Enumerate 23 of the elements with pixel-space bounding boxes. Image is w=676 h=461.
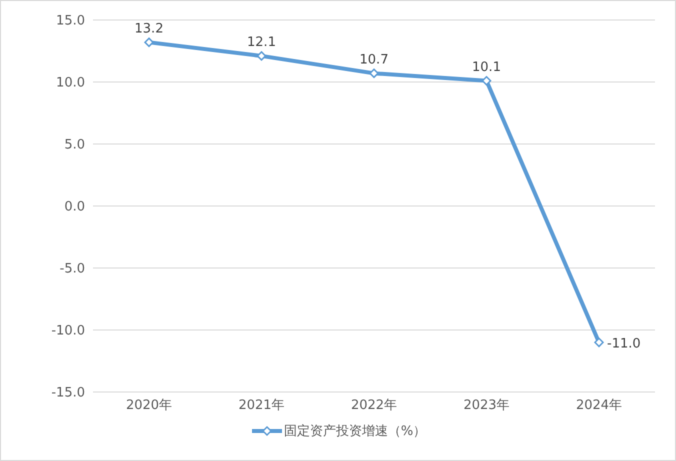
point bbox=[256, 51, 266, 61]
data-label: 12.1 bbox=[247, 34, 276, 50]
y-tick-label: -10.0 bbox=[51, 324, 85, 339]
point bbox=[144, 38, 154, 48]
x-tick-label: 2022年 bbox=[350, 398, 398, 414]
y-tick-label: 0.0 bbox=[64, 200, 85, 215]
y-tick-label: 15.0 bbox=[56, 14, 85, 29]
x-tick-label: 2021年 bbox=[238, 398, 285, 414]
data-label: 10.7 bbox=[360, 52, 388, 68]
y-tick-label: 5.0 bbox=[64, 138, 85, 153]
x-tick-label: 2024年 bbox=[576, 398, 622, 414]
x-tick-label: 2023年 bbox=[463, 398, 510, 414]
y-tick-label: -15.0 bbox=[51, 386, 85, 401]
point bbox=[482, 76, 492, 86]
y-tick-label: 10.0 bbox=[56, 76, 85, 91]
y-tick-label: -5.0 bbox=[60, 262, 85, 277]
point bbox=[594, 338, 604, 348]
data-label: -11.0 bbox=[607, 336, 641, 352]
data-label: 13.2 bbox=[134, 21, 164, 36]
x-tick-label: 2020年 bbox=[126, 398, 172, 414]
data-label: 10.1 bbox=[472, 60, 501, 75]
legend-label: 固定资产投资增速（%） bbox=[284, 423, 426, 440]
point bbox=[369, 68, 379, 78]
